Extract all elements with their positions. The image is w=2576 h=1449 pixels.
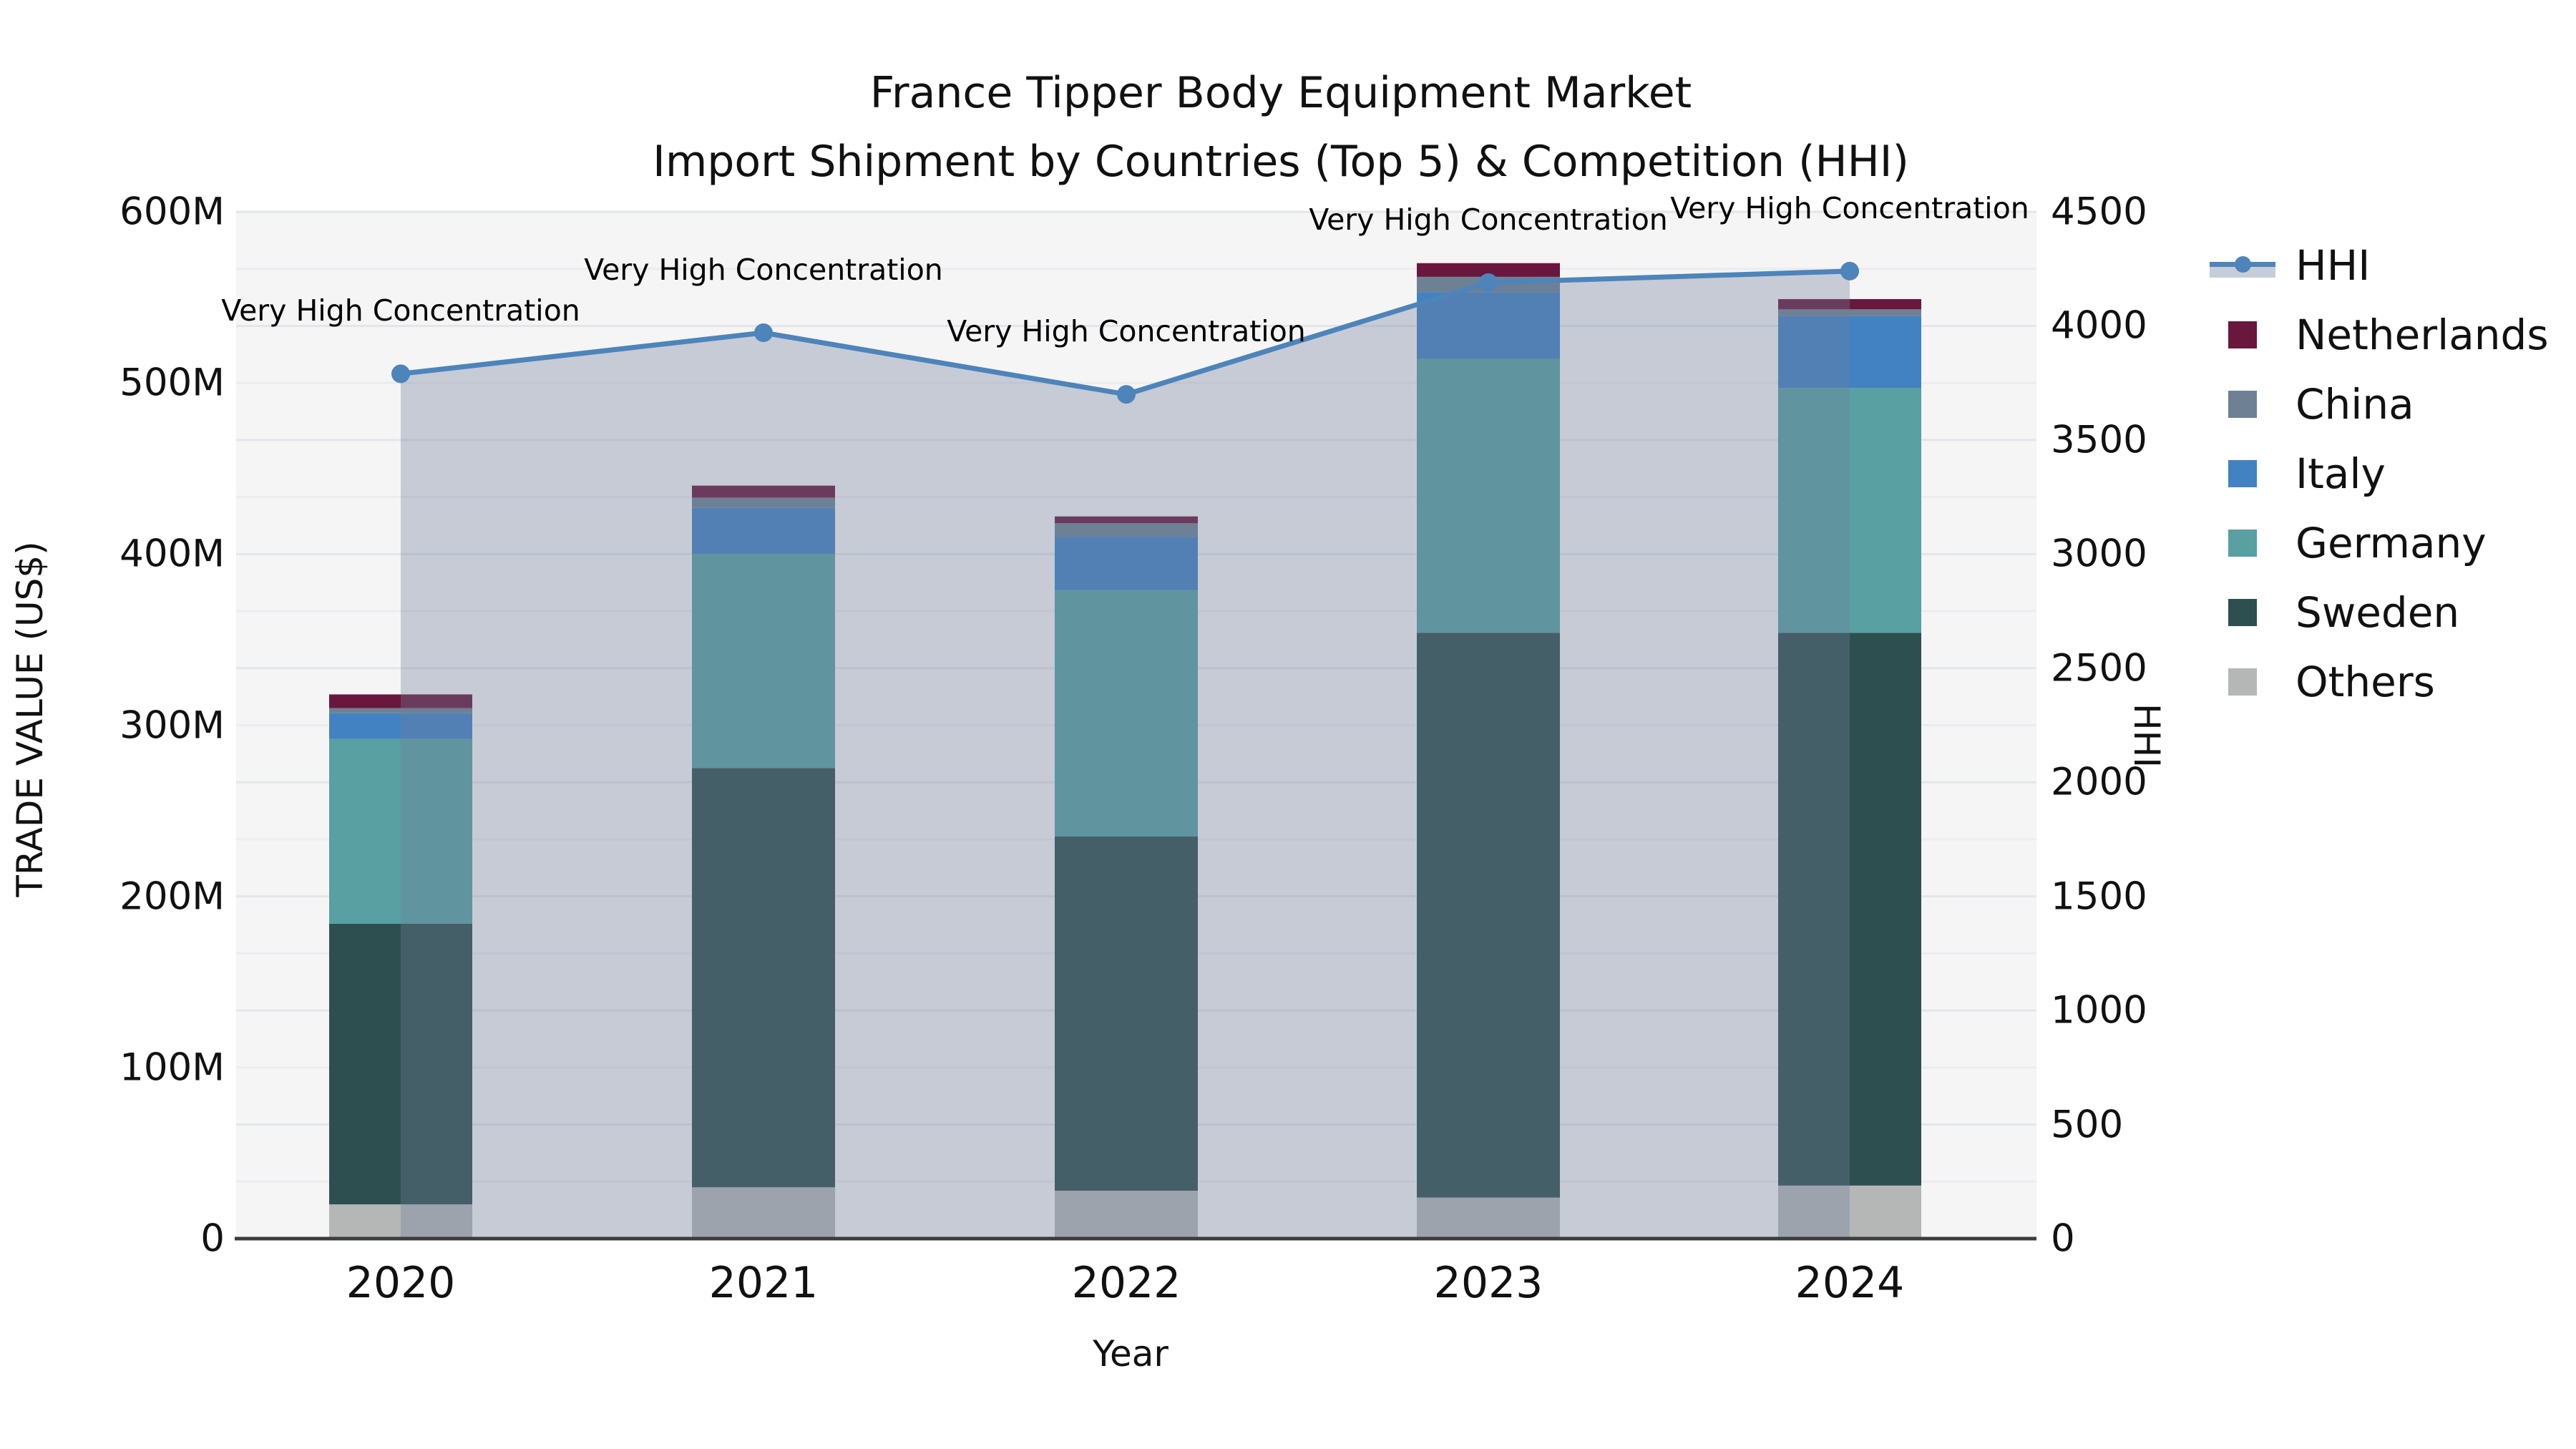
legend-swatch-icon — [2208, 529, 2277, 557]
legend-label: Netherlands — [2296, 310, 2549, 359]
left-tick-500M: 500M — [119, 361, 225, 405]
hhi-marker-2021 — [754, 323, 773, 343]
bar-segment-netherlands-2021 — [692, 485, 835, 498]
bar-segment-sweden-2022 — [1055, 836, 1198, 1191]
legend: HHI Netherlands China Italy Germany Sweden Oth… — [2208, 230, 2549, 716]
bar-segment-netherlands-2022 — [1055, 516, 1198, 524]
hhi-area-fill — [401, 270, 1850, 1239]
right-tick-1500: 1500 — [2051, 874, 2147, 919]
hhi-line-icon — [2208, 253, 2277, 278]
bar-segment-germany-2024 — [1778, 388, 1921, 633]
x-tick-2024: 2024 — [1795, 1258, 1905, 1308]
bar-segment-germany-2020 — [329, 738, 472, 924]
bar-segment-china-2022 — [1055, 523, 1198, 537]
bar-segment-sweden-2023 — [1417, 633, 1560, 1198]
legend-label: China — [2296, 379, 2414, 429]
bar-segment-germany-2023 — [1417, 358, 1560, 633]
right-tick-4000: 4000 — [2051, 303, 2147, 348]
bar-segment-germany-2021 — [692, 554, 835, 769]
bar-segment-others-2022 — [1055, 1191, 1198, 1239]
annotation-2024: Very High Concentration — [1670, 190, 2029, 225]
x-tick-2023: 2023 — [1433, 1258, 1543, 1308]
hhi-marker-2022 — [1117, 385, 1136, 404]
bar-segment-italy-2023 — [1417, 292, 1560, 359]
legend-swatch-icon — [2208, 668, 2277, 696]
legend-label: Italy — [2296, 449, 2386, 498]
legend-swatch-icon — [2208, 390, 2277, 418]
left-tick-400M: 400M — [119, 532, 225, 576]
bar-segment-others-2020 — [329, 1204, 472, 1239]
chart-title-line1: France Tipper Body Equipment Market — [869, 68, 1692, 118]
bar-segment-italy-2020 — [329, 713, 472, 739]
bar-segment-sweden-2021 — [692, 768, 835, 1188]
right-tick-0: 0 — [2051, 1216, 2075, 1261]
annotation-2021: Very High Concentration — [584, 253, 943, 287]
legend-swatch-icon — [2208, 459, 2277, 487]
bar-segment-italy-2024 — [1778, 316, 1921, 389]
hhi-marker-2020 — [391, 364, 410, 384]
annotation-2020: Very High Concentration — [221, 293, 580, 328]
bar-segment-netherlands-2020 — [329, 694, 472, 708]
legend-item-sweden: Sweden — [2208, 577, 2549, 647]
bar-segment-others-2021 — [692, 1187, 835, 1239]
left-tick-600M: 600M — [119, 190, 225, 234]
left-tick-300M: 300M — [119, 703, 225, 747]
x-axis-title: Year — [1093, 1333, 1169, 1375]
left-tick-100M: 100M — [119, 1045, 225, 1090]
right-axis-title: HHI — [2126, 703, 2167, 768]
legend-item-netherlands: Netherlands — [2208, 300, 2549, 369]
right-tick-4500: 4500 — [2051, 190, 2147, 234]
right-tick-1000: 1000 — [2051, 988, 2147, 1033]
bar-segment-netherlands-2023 — [1417, 263, 1560, 277]
legend-label: HHI — [2296, 240, 2371, 290]
x-tick-2021: 2021 — [708, 1258, 819, 1308]
bar-segment-sweden-2024 — [1778, 633, 1921, 1186]
legend-swatch-icon — [2208, 321, 2277, 348]
legend-label: Germany — [2296, 518, 2487, 567]
legend-item-hhi: HHI — [2208, 230, 2549, 300]
bar-segment-italy-2021 — [692, 507, 835, 555]
hhi-marker-2024 — [1840, 261, 1859, 280]
bar-segment-china-2021 — [692, 497, 835, 508]
right-tick-3500: 3500 — [2051, 418, 2147, 462]
right-tick-3000: 3000 — [2051, 532, 2147, 576]
hhi-marker-2023 — [1479, 273, 1498, 292]
bar-segment-others-2024 — [1778, 1185, 1921, 1239]
legend-label: Sweden — [2296, 587, 2460, 637]
annotation-2022: Very High Concentration — [947, 314, 1306, 349]
bar-segment-germany-2022 — [1055, 590, 1198, 836]
legend-item-china: China — [2208, 369, 2549, 439]
right-tick-2500: 2500 — [2051, 646, 2147, 691]
left-tick-200M: 200M — [119, 874, 225, 919]
bar-segment-china-2024 — [1778, 309, 1921, 316]
bar-segment-china-2020 — [329, 708, 472, 713]
annotation-2023: Very High Concentration — [1309, 202, 1668, 237]
legend-item-germany: Germany — [2208, 508, 2549, 577]
x-tick-2020: 2020 — [346, 1258, 456, 1308]
legend-swatch-icon — [2208, 598, 2277, 626]
right-tick-500: 500 — [2051, 1103, 2124, 1147]
bar-segment-sweden-2020 — [329, 923, 472, 1205]
legend-item-others: Others — [2208, 647, 2549, 716]
chart-title: France Tipper Body Equipment Market Impo… — [653, 59, 1909, 196]
bar-segment-others-2023 — [1417, 1197, 1560, 1239]
legend-item-italy: Italy — [2208, 439, 2549, 508]
x-tick-2022: 2022 — [1071, 1258, 1181, 1308]
bar-segment-netherlands-2024 — [1778, 298, 1921, 310]
legend-label: Others — [2296, 657, 2435, 706]
bar-segment-italy-2022 — [1055, 537, 1198, 590]
left-tick-0: 0 — [200, 1216, 225, 1261]
chart-title-line2: Import Shipment by Countries (Top 5) & C… — [653, 137, 1909, 187]
right-tick-2000: 2000 — [2051, 760, 2147, 804]
